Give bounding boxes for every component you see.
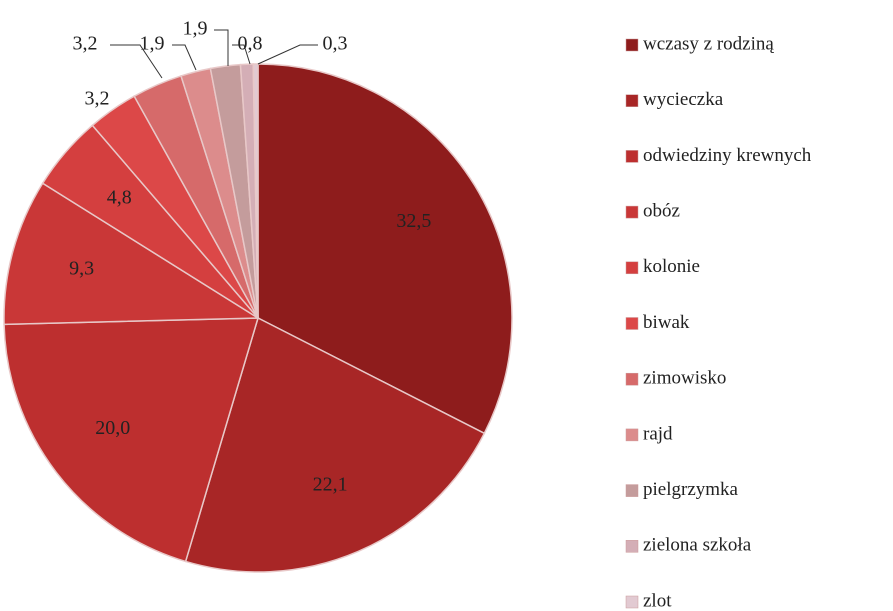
legend-swatch (625, 428, 639, 442)
legend-swatch (625, 540, 639, 553)
legend-label: zlot (643, 590, 672, 611)
pie-slice (3, 317, 260, 563)
data-label: 0,3 (323, 33, 348, 55)
pie-slice (184, 316, 486, 573)
legend-swatch (625, 372, 639, 386)
pie-slice (3, 182, 261, 326)
legend-swatch (625, 205, 639, 219)
data-label: 32,5 (396, 210, 431, 232)
data-label: 0,8 (238, 33, 263, 55)
legend-label: zielona szkoła (643, 535, 752, 556)
legend-swatch (625, 38, 639, 52)
leader-line (232, 44, 251, 65)
legend-swatch (625, 94, 639, 107)
legend-label: rajd (643, 423, 673, 444)
data-label: 3,2 (85, 88, 110, 110)
data-label: 1,9 (140, 33, 165, 55)
legend-label: biwak (643, 312, 690, 333)
legend-swatch (625, 261, 639, 275)
legend-label: kolonie (643, 256, 700, 277)
legend-label: wycieczka (643, 89, 724, 110)
legend-swatch (625, 484, 639, 497)
legend-swatch (625, 317, 639, 330)
legend-label: pielgrzymka (643, 479, 739, 500)
leader-line (257, 44, 318, 65)
legend-swatch (625, 595, 639, 609)
pie-slice (252, 63, 259, 319)
data-label: 1,9 (183, 18, 208, 40)
data-label: 22,1 (313, 474, 348, 496)
legend-label: zimowisko (643, 368, 726, 389)
data-label: 20,0 (95, 417, 130, 439)
legend-label: odwiedziny krewnych (643, 145, 812, 166)
pie-slice (257, 63, 513, 435)
data-label: 4,8 (107, 186, 132, 208)
data-label: 3,2 (73, 33, 98, 55)
leader-line (172, 44, 197, 71)
data-label: 9,3 (69, 257, 94, 279)
legend-label: wczasy z rodziną (643, 33, 774, 54)
legend-swatch (625, 150, 639, 163)
leader-line (110, 44, 163, 79)
legend-label: obóz (643, 200, 680, 221)
leader-line (214, 29, 229, 66)
